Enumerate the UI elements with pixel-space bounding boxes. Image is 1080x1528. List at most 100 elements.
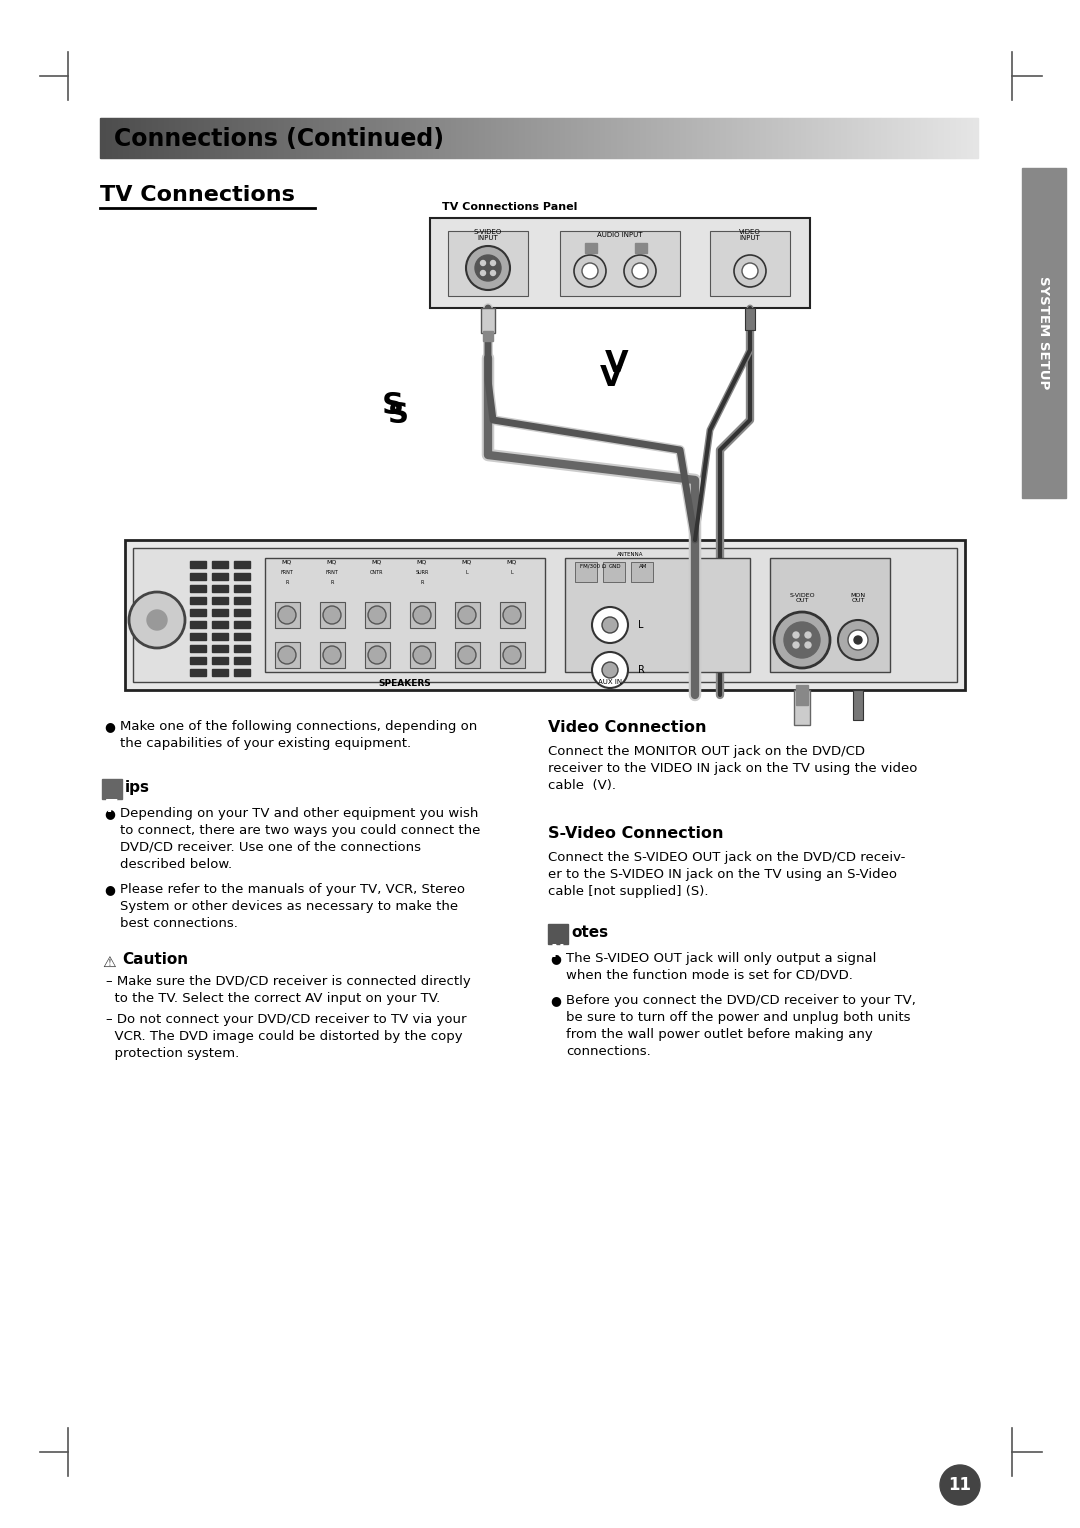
- Bar: [794, 691, 810, 724]
- Circle shape: [465, 246, 510, 290]
- Text: MON
OUT: MON OUT: [850, 593, 865, 604]
- Bar: [190, 657, 206, 665]
- Text: S: S: [382, 391, 404, 420]
- Text: Depending on your TV and other equipment you wish: Depending on your TV and other equipment…: [120, 807, 478, 821]
- Bar: [483, 332, 492, 341]
- Bar: [565, 558, 750, 672]
- Text: when the function mode is set for CD/DVD.: when the function mode is set for CD/DVD…: [566, 969, 853, 983]
- Circle shape: [503, 607, 521, 623]
- Bar: [430, 219, 810, 309]
- Circle shape: [147, 610, 167, 630]
- Text: to connect, there are two ways you could connect the: to connect, there are two ways you could…: [120, 824, 481, 837]
- Circle shape: [323, 607, 341, 623]
- Text: MQ: MQ: [417, 559, 428, 564]
- Circle shape: [624, 255, 656, 287]
- Circle shape: [129, 591, 185, 648]
- Text: ●: ●: [104, 807, 114, 821]
- Bar: [275, 602, 300, 628]
- Bar: [190, 669, 206, 675]
- Text: Connect the MONITOR OUT jack on the DVD/CD: Connect the MONITOR OUT jack on the DVD/…: [548, 746, 865, 758]
- Bar: [548, 924, 568, 944]
- Text: cable [not supplied] (S).: cable [not supplied] (S).: [548, 885, 708, 898]
- Text: S-Video Connection: S-Video Connection: [548, 827, 724, 840]
- Bar: [500, 642, 525, 668]
- Text: T: T: [104, 798, 116, 816]
- Text: Before you connect the DVD/CD receiver to your TV,: Before you connect the DVD/CD receiver t…: [566, 995, 916, 1007]
- Bar: [234, 669, 249, 675]
- Bar: [796, 685, 808, 704]
- Bar: [575, 562, 597, 582]
- Circle shape: [854, 636, 862, 643]
- Circle shape: [602, 617, 618, 633]
- Text: SYSTEM SETUP: SYSTEM SETUP: [1038, 277, 1051, 390]
- Circle shape: [475, 255, 501, 281]
- Text: R: R: [330, 579, 334, 585]
- Text: FM/300 Ω: FM/300 Ω: [580, 564, 606, 568]
- Circle shape: [481, 270, 486, 275]
- Bar: [455, 602, 480, 628]
- Text: R: R: [285, 579, 288, 585]
- Text: FRNT: FRNT: [281, 570, 294, 575]
- Text: otes: otes: [571, 924, 608, 940]
- Text: 11: 11: [948, 1476, 972, 1494]
- Text: Make one of the following connections, depending on: Make one of the following connections, d…: [120, 720, 477, 733]
- Bar: [234, 645, 249, 652]
- Text: CNTR: CNTR: [370, 570, 383, 575]
- Bar: [365, 602, 390, 628]
- Text: AUDIO INPUT: AUDIO INPUT: [597, 232, 643, 238]
- Bar: [410, 642, 435, 668]
- Text: S: S: [388, 400, 409, 429]
- Bar: [410, 602, 435, 628]
- Circle shape: [490, 260, 496, 266]
- Bar: [212, 585, 228, 591]
- Bar: [745, 309, 755, 330]
- Circle shape: [582, 263, 598, 280]
- Circle shape: [838, 620, 878, 660]
- Circle shape: [413, 646, 431, 665]
- Bar: [365, 642, 390, 668]
- Bar: [102, 779, 122, 799]
- Text: Caution: Caution: [122, 952, 188, 967]
- Text: The S-VIDEO OUT jack will only output a signal: The S-VIDEO OUT jack will only output a …: [566, 952, 876, 966]
- Bar: [190, 620, 206, 628]
- Bar: [770, 558, 890, 672]
- Bar: [448, 231, 528, 296]
- Circle shape: [503, 646, 521, 665]
- Bar: [481, 309, 495, 333]
- Bar: [190, 585, 206, 591]
- Bar: [265, 558, 545, 672]
- Text: cable  (V).: cable (V).: [548, 779, 616, 792]
- Circle shape: [573, 255, 606, 287]
- Bar: [631, 562, 653, 582]
- Bar: [585, 243, 597, 254]
- Bar: [234, 585, 249, 591]
- Text: MQ: MQ: [372, 559, 382, 564]
- Bar: [635, 243, 647, 254]
- Circle shape: [632, 263, 648, 280]
- Text: L: L: [511, 570, 513, 575]
- Bar: [561, 231, 680, 296]
- Text: System or other devices as necessary to make the: System or other devices as necessary to …: [120, 900, 458, 914]
- Bar: [500, 602, 525, 628]
- Bar: [275, 642, 300, 668]
- Bar: [603, 562, 625, 582]
- Bar: [190, 597, 206, 604]
- Bar: [212, 645, 228, 652]
- Text: L: L: [465, 570, 469, 575]
- Text: ANTENNA: ANTENNA: [617, 552, 644, 556]
- Bar: [190, 610, 206, 616]
- Bar: [212, 610, 228, 616]
- Text: Video Connection: Video Connection: [548, 720, 706, 735]
- Text: protection system.: protection system.: [106, 1047, 240, 1060]
- Circle shape: [793, 633, 799, 639]
- Bar: [212, 633, 228, 640]
- Text: N: N: [550, 943, 564, 961]
- Text: ⚠: ⚠: [102, 955, 116, 970]
- Text: the capabilities of your existing equipment.: the capabilities of your existing equipm…: [120, 736, 411, 750]
- Text: AM: AM: [638, 564, 647, 568]
- Bar: [212, 561, 228, 568]
- Text: R: R: [638, 665, 645, 675]
- Text: S-VIDEO
INPUT: S-VIDEO INPUT: [474, 229, 502, 241]
- Bar: [455, 642, 480, 668]
- Text: VCR. The DVD image could be distorted by the copy: VCR. The DVD image could be distorted by…: [106, 1030, 462, 1044]
